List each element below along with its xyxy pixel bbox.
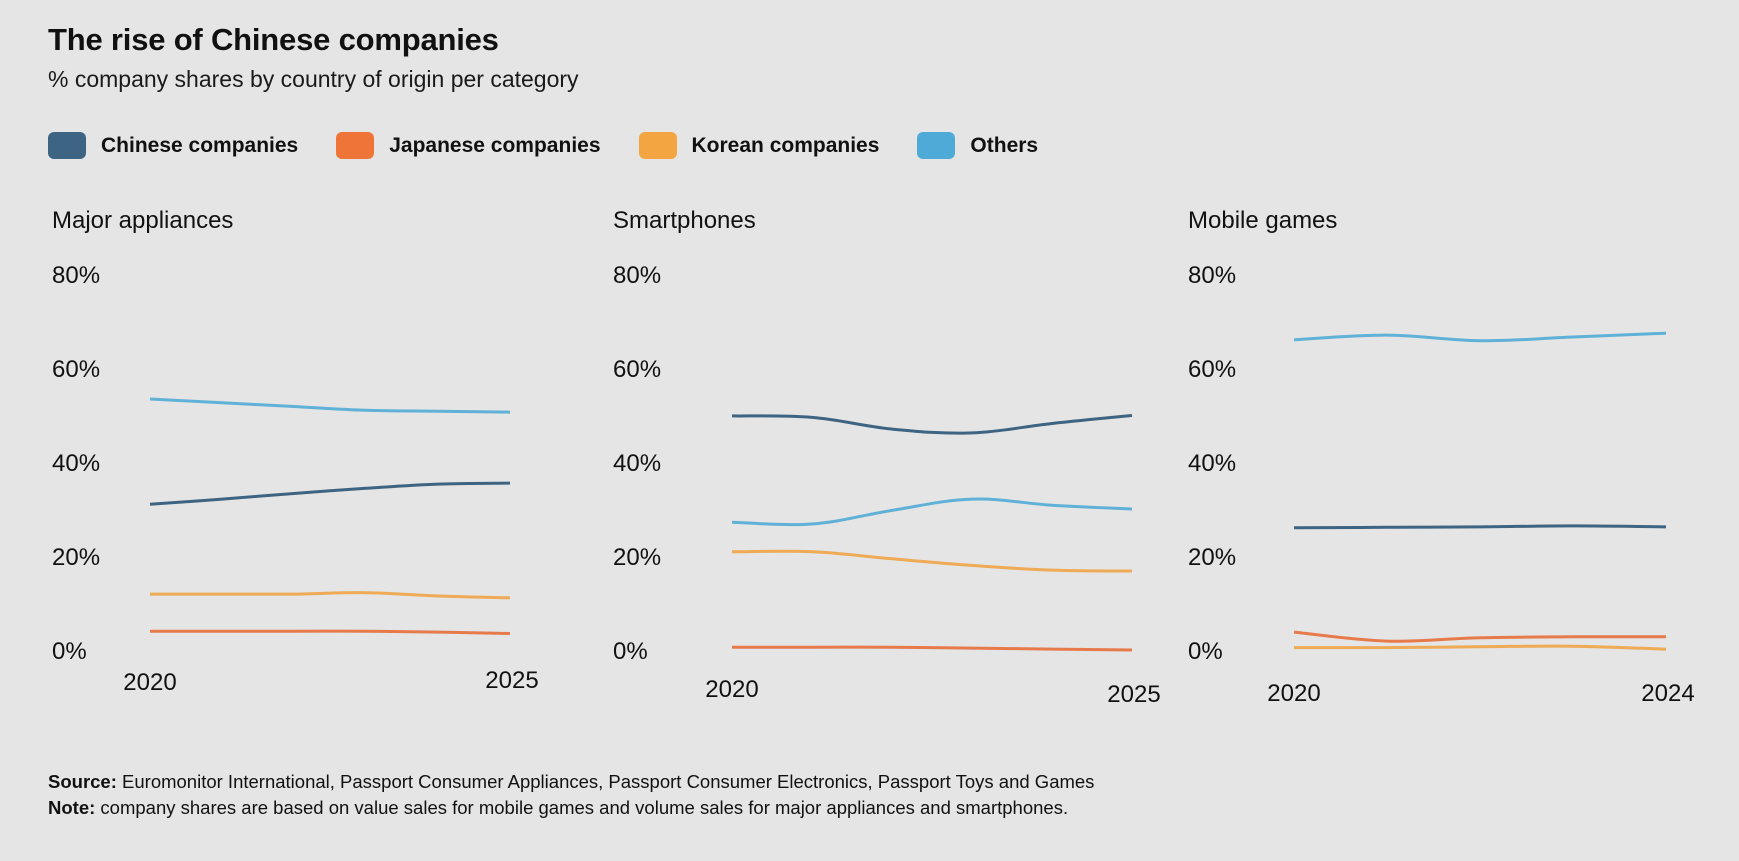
panel-3: Mobile games 0% 20% 40% 60% 80% 2020 2024 [1188,207,1695,707]
x-tick-label: 2020 [123,669,176,696]
panel-title-3: Mobile games [1188,207,1337,234]
y-tick-label: 20% [613,544,661,571]
series-line-others [731,497,1133,527]
note-line: Note: company shares are based on value … [48,795,1094,821]
source-label: Source: [48,771,117,792]
y-tick-label: 80% [52,262,100,289]
legend-item-others: Others [917,132,1038,159]
legend-item-korean: Korean companies [638,132,880,159]
series-line-chinese [731,414,1133,435]
y-tick-label: 40% [613,450,661,477]
footer: Source: Euromonitor International, Passp… [48,769,1094,821]
source-text: Euromonitor International, Passport Cons… [116,771,1095,792]
y-tick-label: 0% [52,638,87,665]
chart-title: The rise of Chinese companies [48,22,499,57]
legend-label-others: Others [970,133,1039,157]
x-tick-label: 2025 [1107,681,1160,708]
panel-1: Major appliances 0% 20% 40% 60% 80% 2020 2025 [52,207,539,696]
series-line-japanese [1293,630,1667,643]
y-tick-label: 0% [1188,638,1223,665]
series-line-others [1293,331,1667,343]
x-tick-label: 2025 [485,667,538,694]
panel-title-2: Smartphones [613,207,756,234]
y-tick-label: 60% [52,356,100,383]
y-tick-label: 60% [613,356,661,383]
source-line: Source: Euromonitor International, Passp… [48,769,1094,795]
legend-label-korean: Korean companies [691,133,880,157]
y-tick-label: 80% [613,262,661,289]
y-tick-label: 0% [613,638,648,665]
y-tick-label: 20% [1188,544,1236,571]
note-label: Note: [48,797,96,818]
legend-label-chinese: Chinese companies [101,133,299,157]
legend-swatch-japanese [336,132,375,159]
y-tick-label: 80% [1188,262,1236,289]
x-tick-label: 2020 [1267,680,1320,707]
panel-title-1: Major appliances [52,207,233,234]
y-tick-label: 60% [1188,356,1236,383]
series-line-chinese [149,481,511,506]
series-line-korean [1293,644,1667,651]
note-text: company shares are based on value sales … [95,797,1069,818]
legend-swatch-chinese [48,132,86,159]
legend-item-japanese: Japanese companies [336,132,601,159]
series-line-korean [150,591,511,600]
series-line-korean [731,549,1133,573]
legend-swatch-korean [638,132,677,159]
legend-label-japanese: Japanese companies [389,133,601,157]
chart-subtitle: % company shares by country of origin pe… [48,66,579,92]
y-tick-label: 20% [52,544,100,571]
panel-2: Smartphones 0% 20% 40% 60% 80% 2020 2025 [613,207,1161,708]
legend: Chinese companies Japanese companies Kor… [48,132,1076,159]
series-line-japanese [731,645,1133,652]
legend-item-chinese: Chinese companies [48,132,298,159]
legend-swatch-others [917,132,956,159]
y-tick-label: 40% [1188,450,1236,477]
series-line-japanese [150,629,511,635]
x-tick-label: 2024 [1641,680,1694,707]
series-line-others [149,397,511,414]
x-tick-label: 2020 [705,676,758,703]
y-tick-label: 40% [52,450,100,477]
series-line-chinese [1293,524,1667,530]
